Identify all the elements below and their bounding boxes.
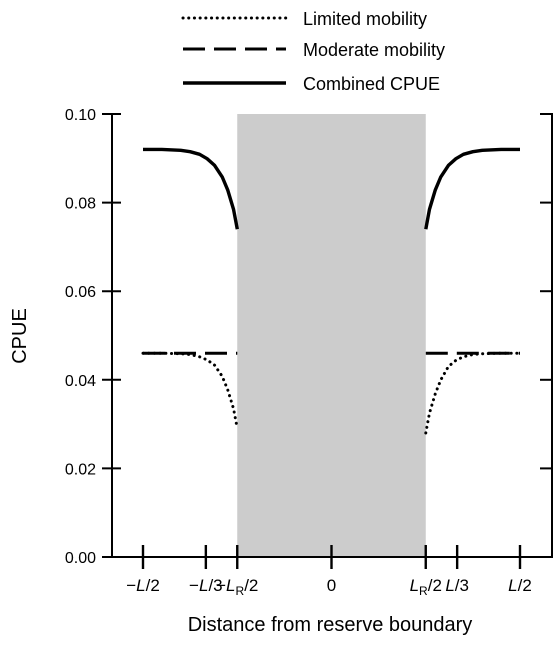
x-axis: −L/2 −L/3−LR/2 0 LR/2 L/3 L/2 [112, 545, 553, 598]
y-tick-label: 0.06 [65, 284, 96, 301]
legend-label-limited-mobility: Limited mobility [303, 9, 427, 29]
legend: Limited mobility Moderate mobility Combi… [181, 9, 445, 94]
x-tick-label: LR/2 [410, 576, 442, 598]
x-tick-label: L/3 [445, 576, 469, 595]
x-tick-label: 0 [327, 576, 336, 595]
x-tick-label: −LR/2 [216, 576, 258, 598]
legend-item-moderate-mobility: Moderate mobility [183, 40, 445, 60]
y-tick-label: 0.04 [65, 373, 96, 390]
series-limited-mobility-right [424, 351, 522, 435]
reserve-region [237, 114, 426, 557]
x-tick-label: −L/2 [126, 576, 160, 595]
y-axis-label: CPUE [9, 308, 31, 364]
x-tick-label: −L/3 [189, 576, 223, 595]
y-axis: 0.00 0.02 0.04 0.06 0.08 0.10 [65, 107, 121, 567]
y-tick-label: 0.08 [65, 196, 96, 213]
legend-item-limited-mobility: Limited mobility [181, 9, 427, 29]
x-tick-label: L/2 [508, 576, 532, 595]
legend-item-combined-cpue: Combined CPUE [183, 74, 440, 94]
legend-label-moderate-mobility: Moderate mobility [303, 40, 445, 60]
y-tick-label: 0.10 [65, 107, 96, 124]
series-combined-cpue-right [424, 147, 520, 230]
series-limited-mobility-left [141, 351, 239, 430]
x-axis-label: Distance from reserve boundary [188, 614, 473, 636]
legend-label-combined-cpue: Combined CPUE [303, 74, 440, 94]
series-layer [141, 147, 522, 435]
y-tick-label: 0.02 [65, 461, 96, 478]
y-axis-right [540, 113, 553, 558]
series-combined-cpue-left [143, 147, 239, 230]
y-tick-label: 0.00 [65, 550, 96, 567]
